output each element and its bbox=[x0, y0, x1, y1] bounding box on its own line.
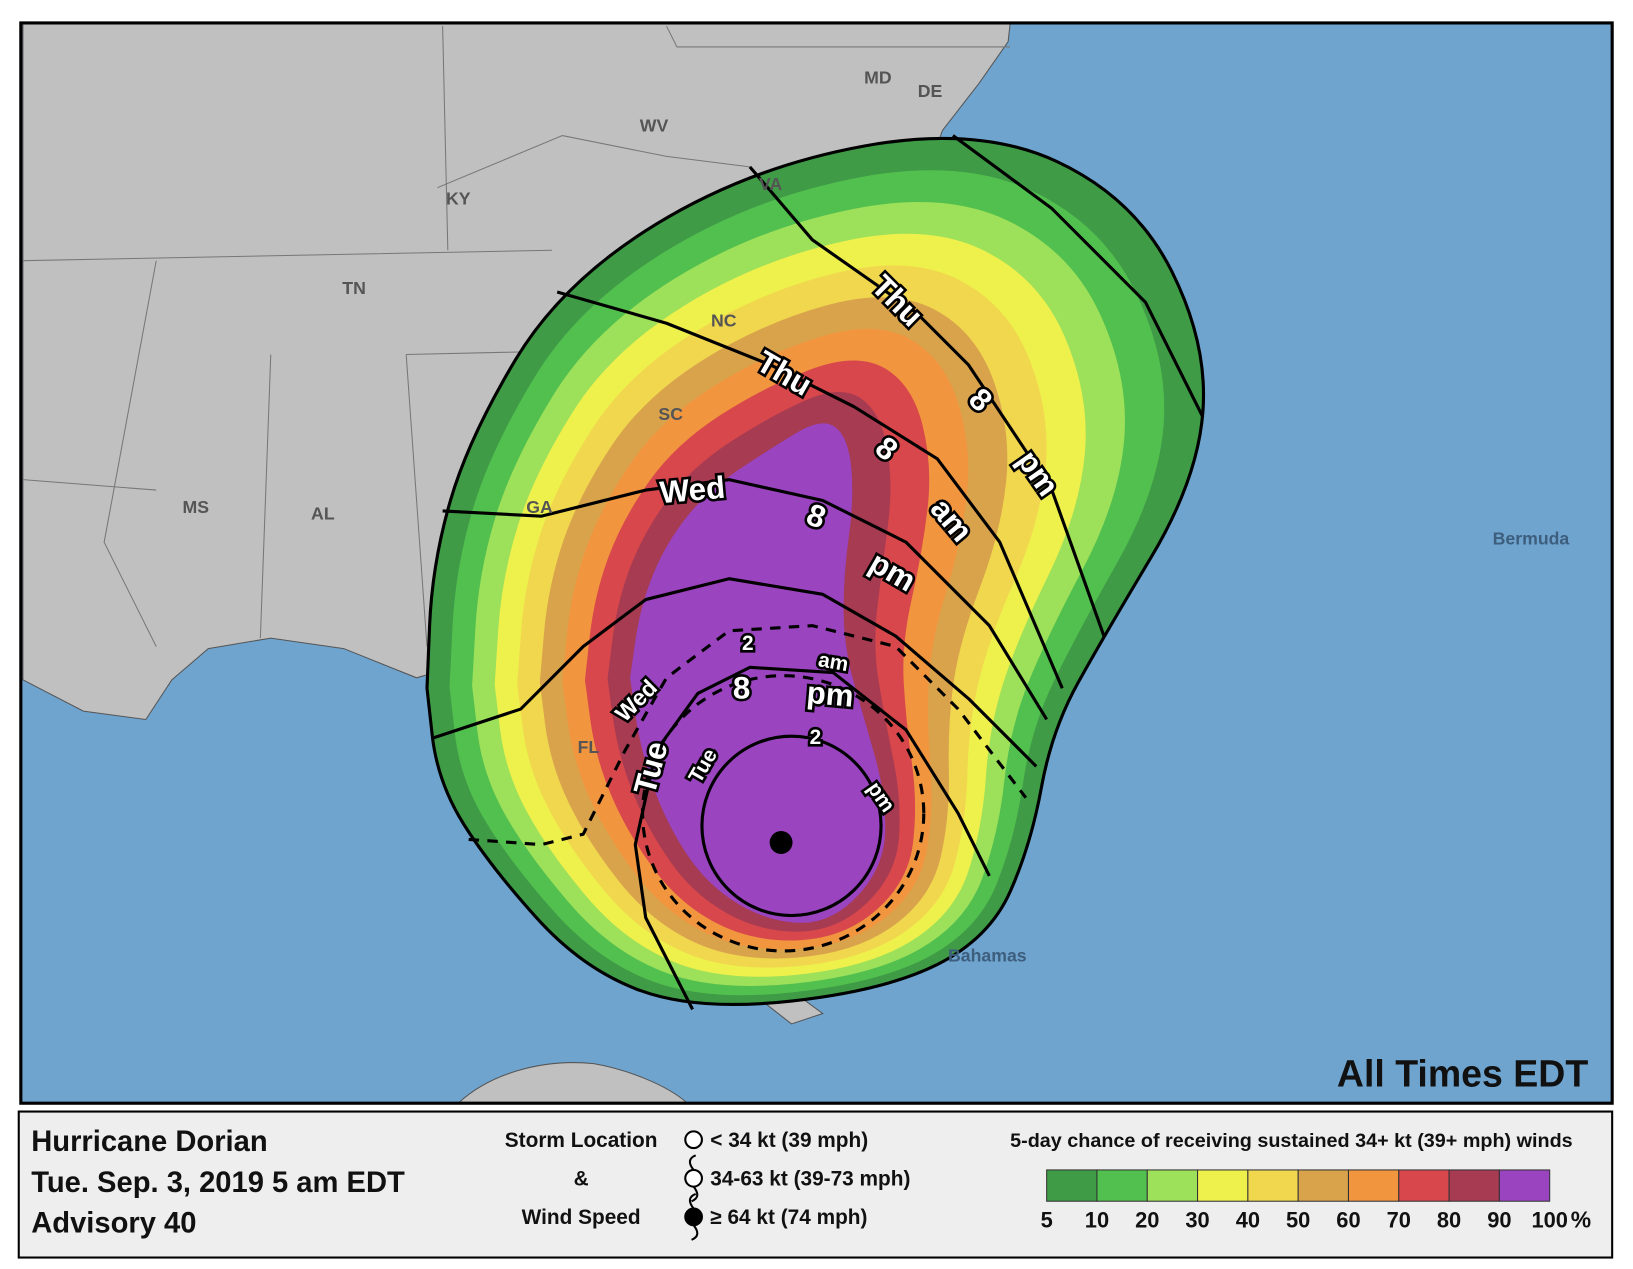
scale-label: 60 bbox=[1336, 1207, 1360, 1232]
wind-symbol-tail bbox=[688, 1192, 699, 1241]
wind-class: 34-63 kt (39-73 mph) bbox=[710, 1168, 910, 1191]
scale-label: 50 bbox=[1286, 1207, 1310, 1232]
wind-symbol bbox=[684, 1130, 703, 1150]
wind-symbol bbox=[684, 1168, 703, 1188]
scale-label: 30 bbox=[1185, 1207, 1209, 1232]
legend-date: Tue. Sep. 3, 2019 5 am EDT bbox=[31, 1167, 405, 1199]
time-label: Wed bbox=[658, 470, 726, 511]
cone-band bbox=[630, 423, 886, 923]
scale-label: 10 bbox=[1085, 1207, 1109, 1232]
time-label: 2 bbox=[810, 726, 822, 749]
storm-heading: Storm Location bbox=[505, 1129, 658, 1152]
time-line bbox=[556, 290, 1064, 689]
state-label: DE bbox=[918, 81, 943, 101]
time-line bbox=[468, 624, 1028, 847]
scale-label: 80 bbox=[1437, 1207, 1461, 1232]
state-label: KY bbox=[446, 188, 471, 208]
time-line bbox=[633, 665, 991, 1011]
scale-swatch bbox=[1046, 1169, 1098, 1202]
wind-symbol-tail bbox=[688, 1154, 699, 1203]
legend-title: Hurricane Dorian bbox=[31, 1126, 267, 1158]
scale-swatch bbox=[1347, 1169, 1400, 1202]
scale-swatch bbox=[1297, 1169, 1349, 1202]
scale-label: 5 bbox=[1041, 1207, 1053, 1232]
probability-cone bbox=[425, 136, 1206, 1007]
time-label: 2 bbox=[742, 632, 754, 655]
state-label: TN bbox=[342, 278, 366, 298]
state-label: VA bbox=[759, 174, 782, 194]
scale-swatch bbox=[1247, 1169, 1299, 1202]
scale-label: 70 bbox=[1387, 1207, 1411, 1232]
state-label: WV bbox=[640, 115, 669, 135]
scale-swatch bbox=[1146, 1169, 1199, 1202]
time-line bbox=[442, 478, 1048, 721]
wind-symbol bbox=[684, 1207, 703, 1227]
probability-title: 5-day chance of receiving sustained 34+ … bbox=[1010, 1130, 1573, 1152]
time-label: 8 bbox=[733, 671, 750, 706]
scale-swatch bbox=[1197, 1169, 1249, 1202]
storm-heading: & bbox=[574, 1168, 589, 1191]
state-label: MD bbox=[864, 67, 892, 87]
scale-swatch bbox=[1398, 1169, 1450, 1202]
times-note: All Times EDT bbox=[1337, 1053, 1588, 1095]
scale-swatch bbox=[1448, 1169, 1500, 1202]
time-circle-dashed bbox=[641, 674, 926, 953]
state-label: FL bbox=[578, 737, 600, 757]
time-line bbox=[952, 134, 1205, 418]
scale-label: 100 bbox=[1531, 1207, 1567, 1232]
scale-unit: % bbox=[1571, 1206, 1591, 1232]
state-label: GA bbox=[526, 497, 553, 517]
place-label: Bermuda bbox=[1493, 528, 1570, 548]
time-circle bbox=[700, 734, 883, 918]
state-label: SC bbox=[658, 404, 683, 424]
state-label: MS bbox=[183, 497, 210, 517]
scale-swatch bbox=[1498, 1169, 1551, 1202]
state-label: AL bbox=[311, 503, 335, 523]
time-label: pm bbox=[805, 675, 855, 714]
cuba bbox=[456, 1062, 689, 1104]
scale-label: 40 bbox=[1236, 1207, 1260, 1232]
scale-label: 20 bbox=[1135, 1207, 1159, 1232]
scale-swatch bbox=[1096, 1169, 1148, 1202]
legend-items: Storm Location & Wind Speed < 34 kt (39 mph… bbox=[505, 1129, 1591, 1241]
state-label: NC bbox=[711, 310, 737, 330]
scale-label: 90 bbox=[1487, 1207, 1511, 1232]
legend-advisory: Advisory 40 bbox=[31, 1207, 196, 1239]
time-line bbox=[431, 577, 1038, 768]
storm-center bbox=[769, 831, 793, 854]
time-line bbox=[748, 165, 1106, 637]
time-lines bbox=[431, 134, 1205, 1011]
place-label: Bahamas bbox=[948, 945, 1027, 965]
map-frame bbox=[19, 21, 1614, 1105]
storm-heading: Wind Speed bbox=[522, 1206, 641, 1229]
wind-class: < 34 kt (39 mph) bbox=[710, 1129, 868, 1152]
wind-class: ≥ 64 kt (74 mph) bbox=[710, 1206, 867, 1229]
